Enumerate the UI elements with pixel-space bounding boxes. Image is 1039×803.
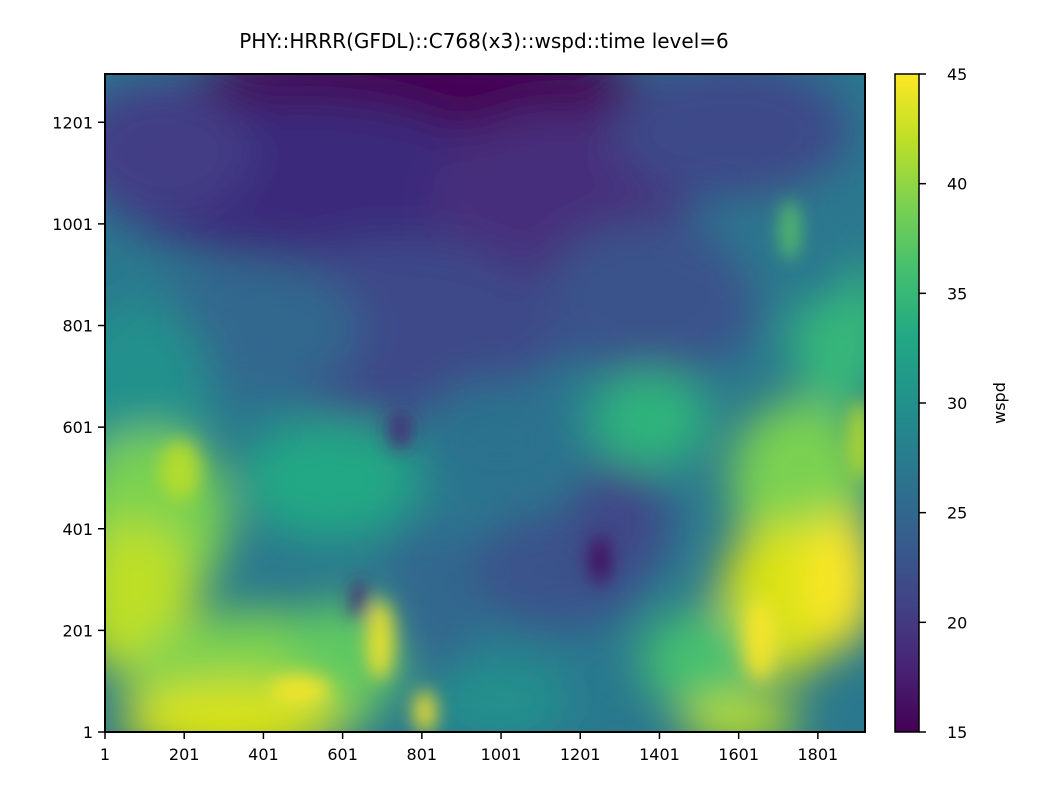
colorbar-axis: 15 20 25 30 35 40 45	[919, 65, 967, 742]
x-tick-label: 201	[169, 745, 200, 764]
colorbar	[894, 73, 920, 733]
x-tick-label: 1001	[481, 745, 522, 764]
x-tick-label: 1801	[798, 745, 839, 764]
plot-area-border	[104, 73, 866, 733]
chart-title: PHY::HRRR(GFDL)::C768(x3)::wspd::time le…	[239, 29, 729, 53]
x-tick-label: 1401	[639, 745, 680, 764]
y-tick-label: 1201	[52, 113, 93, 132]
colorbar-tick-label: 40	[947, 175, 967, 194]
heatmap-field	[105, 74, 865, 732]
y-tick-label: 1	[83, 723, 93, 742]
colorbar-tick-label: 30	[947, 394, 967, 413]
colorbar-label: wspd	[990, 382, 1009, 424]
x-tick-label: 801	[407, 745, 438, 764]
x-tick-label: 601	[327, 745, 358, 764]
y-tick-label: 801	[62, 317, 93, 336]
colorbar-tick-label: 20	[947, 613, 967, 632]
y-tick-label: 601	[62, 418, 93, 437]
x-tick-label: 401	[248, 745, 279, 764]
y-tick-label: 201	[62, 621, 93, 640]
x-tick-label: 1	[100, 745, 110, 764]
x-tick-label: 1601	[718, 745, 759, 764]
y-tick-label: 401	[62, 520, 93, 539]
x-axis: 1 201 401 601 801 1001 1201 1401 1601 1801	[100, 732, 838, 764]
colorbar-tick-label: 35	[947, 284, 967, 303]
y-tick-label: 1001	[52, 215, 93, 234]
colorbar-tick-label: 25	[947, 504, 967, 523]
colorbar-tick-label: 15	[947, 723, 967, 742]
colorbar-tick-label: 45	[947, 65, 967, 84]
x-tick-label: 1201	[560, 745, 601, 764]
